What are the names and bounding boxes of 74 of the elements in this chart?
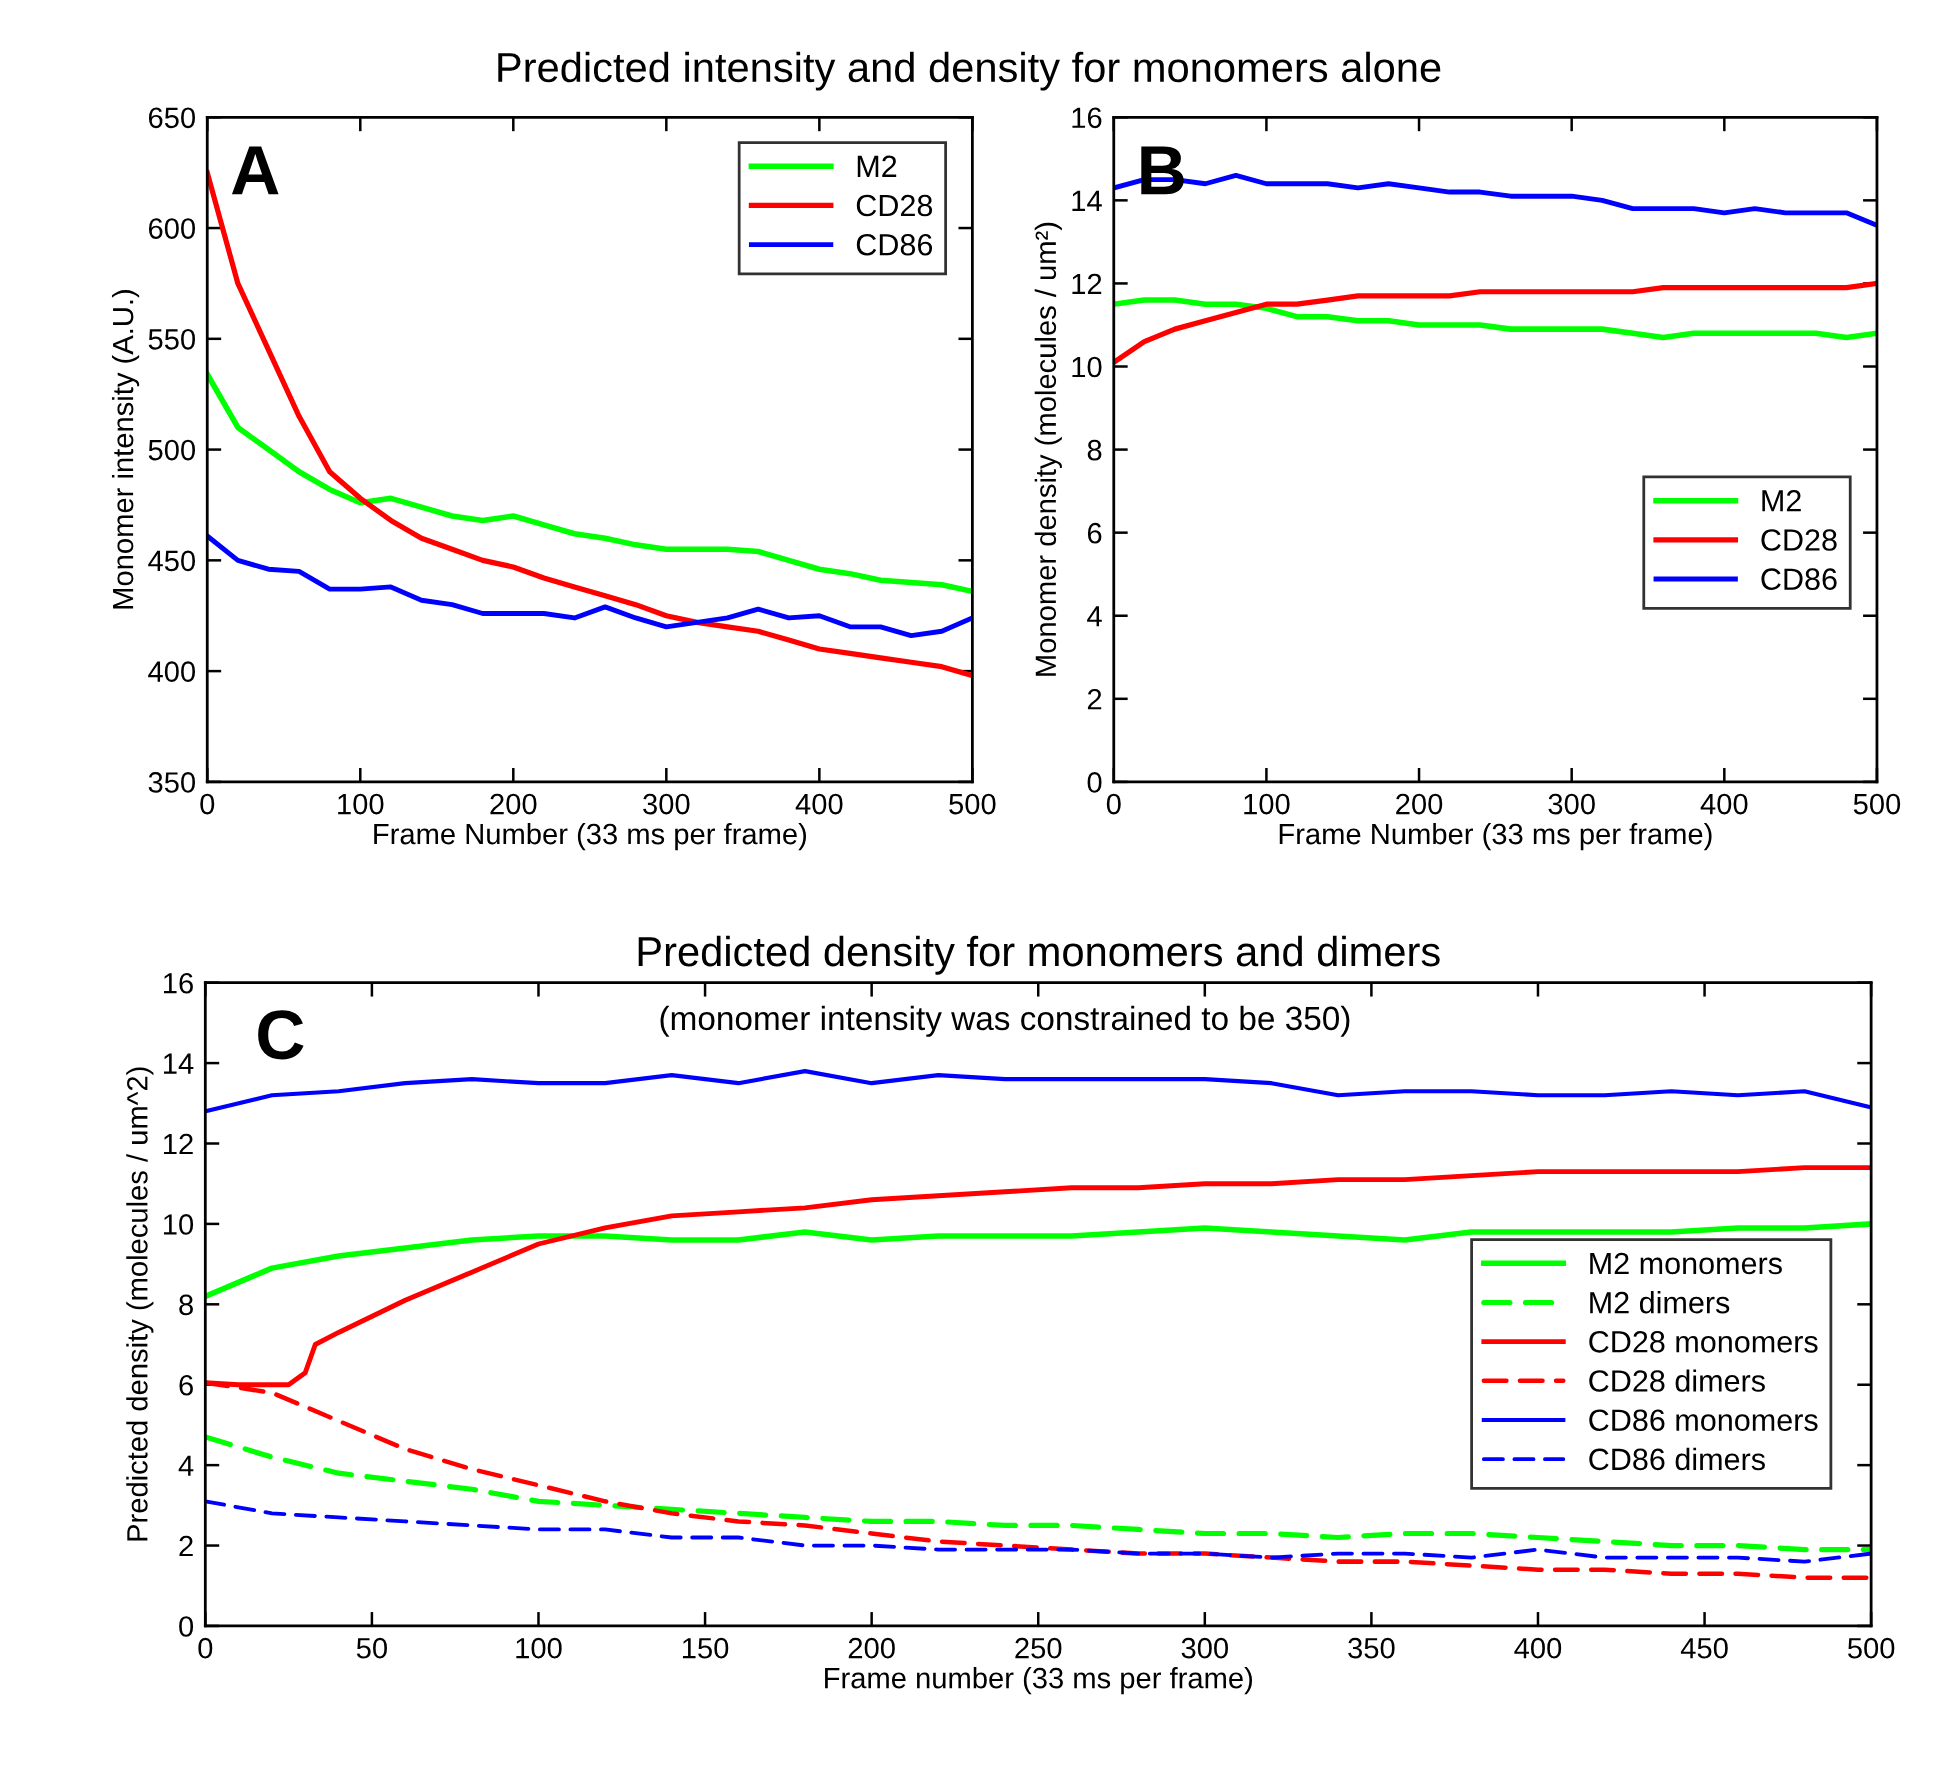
legend-label: CD28 — [856, 194, 933, 217]
y-tick-label: 0 — [179, 1616, 194, 1637]
text: (monomer intensity was constrained to be 350) — [660, 1005, 1350, 1037]
x-axis-title: Frame Number (33 ms per frame) — [374, 822, 807, 851]
legend-label: M2 dimers — [1590, 1291, 1730, 1314]
x-tick-label: 400 — [795, 793, 843, 815]
y-tick-label: 14 — [1072, 190, 1102, 211]
y-tick-label: 6 — [179, 1374, 193, 1396]
y-tick-label: 10 — [164, 1214, 194, 1235]
y-tick-label: 450 — [148, 550, 196, 572]
legend-label: CD86 monomers — [1589, 1409, 1818, 1432]
y-axis-title: Predicted density (molecules / um^2) — [126, 1067, 154, 1541]
x-tick-label: 350 — [1348, 1637, 1395, 1659]
legend-label: M2 — [857, 155, 897, 177]
legend-label: CD86 dimers — [1589, 1447, 1765, 1471]
x-tick-label: 400 — [1514, 1637, 1562, 1659]
x-tick-label: 500 — [1853, 793, 1901, 815]
y-tick-label: 2 — [1087, 689, 1102, 710]
x-tick-label: 300 — [1181, 1637, 1229, 1659]
legend-label: M2 monomers — [1590, 1252, 1782, 1275]
y-tick-label: 10 — [1072, 356, 1102, 378]
x-tick-label: 100 — [516, 1637, 562, 1659]
x-tick-label: 100 — [1244, 793, 1290, 815]
y-tick-label: 12 — [164, 1133, 193, 1155]
x-tick-label: 150 — [682, 1637, 729, 1659]
x-tick-label: 50 — [356, 1637, 387, 1659]
y-tick-label: 500 — [148, 439, 196, 461]
x-tick-label: 200 — [490, 793, 537, 815]
y-tick-label: 12 — [1072, 273, 1102, 294]
legend-label: CD28 monomers — [1589, 1331, 1818, 1353]
x-tick-label: 0 — [198, 1637, 213, 1659]
x-tick-label: 450 — [1680, 1637, 1728, 1659]
y-tick-label: 16 — [164, 972, 193, 994]
y-axis-title: Monomer density (molecules / um²) — [1034, 222, 1062, 676]
legend-label: CD28 dimers — [1589, 1369, 1765, 1392]
y-axis-title: Monomer intensity (A.U.) — [111, 290, 140, 609]
x-tick-label: 500 — [949, 793, 996, 815]
annotation: C — [258, 1010, 304, 1060]
y-tick-label: 14 — [164, 1053, 194, 1074]
y-tick-label: 4 — [1087, 606, 1102, 627]
line-series — [207, 533, 973, 639]
x-axis-title: Frame number (33 ms per frame) — [825, 1667, 1253, 1695]
line-series — [205, 1499, 1872, 1564]
x-tick-label: 300 — [643, 793, 690, 815]
y-tick-label: 350 — [148, 772, 196, 793]
x-tick-label: 0 — [200, 793, 215, 815]
y-tick-label: 8 — [179, 1294, 193, 1316]
annotation: A — [231, 146, 279, 195]
legend-label: M2 — [1762, 490, 1801, 512]
y-tick-label: 4 — [178, 1455, 194, 1476]
x-tick-label: 0 — [1106, 793, 1121, 815]
x-tick-label: 100 — [338, 793, 384, 815]
x-tick-label: 200 — [848, 1637, 895, 1659]
y-tick-label: 600 — [148, 218, 196, 239]
x-axis-title: Frame Number (33 ms per frame) — [1279, 822, 1712, 851]
legend-label: CD86 — [1761, 568, 1837, 590]
y-tick-label: 16 — [1072, 107, 1102, 129]
legend-label: CD28 — [1761, 529, 1837, 551]
y-tick-label: 8 — [1087, 439, 1102, 461]
x-tick-label: 500 — [1847, 1637, 1895, 1659]
chart-title: Predicted density for monomers and dimers — [638, 935, 1440, 975]
y-tick-label: 2 — [179, 1535, 193, 1557]
y-tick-label: 0 — [1087, 772, 1102, 793]
y-tick-label: 400 — [148, 661, 196, 682]
chart-title: Predicted intensity and density for monomers alone — [498, 51, 1441, 91]
x-tick-label: 300 — [1548, 793, 1595, 815]
x-tick-label: 400 — [1700, 793, 1748, 815]
line-series — [205, 1069, 1872, 1114]
x-tick-label: 200 — [1396, 793, 1443, 815]
x-tick-label: 250 — [1015, 1637, 1062, 1659]
legend-label: CD86 — [856, 233, 933, 256]
y-tick-label: 650 — [148, 107, 196, 129]
y-tick-label: 550 — [148, 329, 196, 350]
y-tick-label: 6 — [1087, 522, 1102, 544]
